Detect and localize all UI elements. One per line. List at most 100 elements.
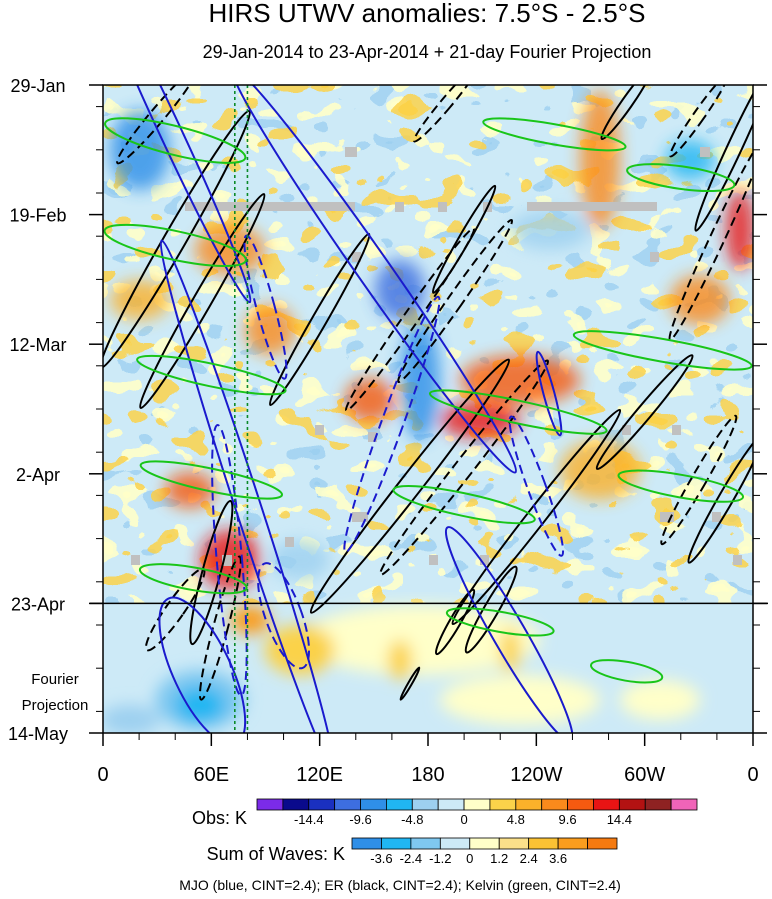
chart-title: HIRS UTWV anomalies: 7.5°S - 2.5°S [209,0,646,28]
er-contour-0 [103,109,251,369]
waves-colorbar-swatch-5 [498,837,530,850]
kelvin-contour-7 [392,485,536,525]
projection-label-line1: Fourier [31,671,79,688]
x-tick-label-2: 120E [296,764,343,786]
wave-contours [103,85,753,733]
kelvin-contour-9 [626,163,736,193]
kelvin-contour-0 [104,117,247,164]
kelvin-contour-12 [590,659,664,684]
y-tick-label-3: 2-Apr [16,465,60,485]
axes: 29-Jan 19-Feb 12-Mar 2-Apr 23-Apr 14-May 0 60E 1… [8,76,767,786]
kelvin-contour-3 [139,460,284,500]
er-contour-18 [464,565,518,654]
x-tick-label-3: 180 [411,764,444,786]
y-tick-label-0: 29-Jan [10,76,65,96]
waves-colorbar-tick-label-0: -3.6 [370,851,392,866]
mjo-contour-3 [343,295,441,554]
obs-colorbar-swatch-3 [334,798,361,811]
er-contour-22 [413,85,480,143]
er-contour-13 [669,85,729,158]
obs-colorbar-tick-label-3: 0 [460,812,467,827]
waves-colorbar-tick-label-3: 0 [466,851,473,866]
waves-colorbar-label: Sum of Waves: K [207,844,345,864]
mjo-contour-1 [230,85,518,474]
obs-colorbar-tick-label-5: 9.6 [559,812,577,827]
waves-colorbar-swatch-1 [381,837,412,850]
waves-colorbar-tick-label-2: -1.2 [429,851,451,866]
mjo-contour-8 [535,350,563,437]
mjo-contour-9 [158,596,247,733]
kelvin-contour-5 [428,389,608,435]
obs-colorbar-label: Obs: K [192,808,247,828]
obs-colorbar-swatch-4 [360,798,387,811]
er-contour-4 [397,219,514,383]
obs-colorbar-swatch-10 [515,798,543,811]
mjo-contour-10 [257,562,311,670]
kelvin-contour-11 [445,607,555,637]
er-contour-21 [116,85,199,165]
mjo-contour-4 [211,423,248,697]
obs-colorbar-tick-label-6: 14.4 [607,812,632,827]
waves-colorbar-tick-label-5: 2.4 [520,851,538,866]
waves-colorbar-swatch-8 [587,837,618,850]
waves-colorbar: Sum of Waves: K -3.6 -2.4 -1.2 0 1.2 2.4 3.6 [207,837,618,866]
obs-colorbar-swatch-0 [256,798,284,811]
kelvin-contour-4 [138,563,248,595]
er-contour-14 [600,85,653,141]
er-contour-20 [431,184,497,294]
mjo-contour-6 [444,526,574,733]
waves-colorbar-swatch-4 [469,837,500,850]
obs-colorbar-tick-label-4: 4.8 [507,812,525,827]
mjo-contour-2 [159,239,336,733]
waves-colorbar-swatch-0 [351,837,382,850]
waves-colorbar-swatch-7 [557,837,588,850]
kelvin-contour-10 [482,117,627,152]
obs-colorbar-swatch-11 [541,798,568,811]
mjo-contour-5 [243,234,288,380]
x-tick-label-6: 0 [747,764,758,786]
y-tick-label-5: 14-May [8,724,68,744]
y-tick-label-1: 19-Feb [9,206,66,226]
obs-colorbar-swatch-1 [282,798,310,811]
obs-colorbar-swatch-8 [463,798,491,811]
projection-field [103,604,753,733]
obs-colorbar: Obs: K -14.4 -9.6 -4.8 0 4.8 9.6 14.4 [192,798,698,828]
er-contour-16 [198,555,242,701]
er-contour-3 [344,227,475,412]
waves-colorbar-swatch-3 [439,837,471,850]
obs-colorbar-swatch-2 [308,798,336,811]
y-tick-label-2: 12-Mar [9,335,66,355]
obs-colorbar-tick-label-2: -4.8 [401,812,423,827]
x-tick-label-0: 0 [97,764,108,786]
kelvin-contour-2 [136,354,287,396]
waves-colorbar-swatch-2 [410,837,441,850]
kelvin-contour-8 [617,469,745,503]
er-contour-8 [595,354,694,471]
obs-colorbar-swatch-9 [489,798,517,811]
obs-colorbar-tick-label-1: -9.6 [349,812,371,827]
waves-colorbar-tick-label-1: -2.4 [400,851,422,866]
er-contour-6 [379,359,550,576]
reference-lines [234,85,249,733]
waves-colorbar-swatch-6 [528,837,559,850]
obs-colorbar-swatch-12 [567,798,594,811]
x-tick-label-5: 60W [624,764,665,786]
er-contour-1 [139,193,266,409]
waves-colorbar-tick-label-6: 3.6 [549,851,567,866]
contour-legend: MJO (blue, CINT=2.4); ER (black, CINT=2.… [179,877,621,893]
er-contour-23 [399,666,421,701]
obs-colorbar-swatch-15 [644,798,672,811]
er-contour-15 [189,499,234,646]
obs-colorbar-swatch-16 [670,798,698,811]
waves-colorbar-tick-label-4: 1.2 [490,851,508,866]
chart-subtitle: 29-Jan-2014 to 23-Apr-2014 + 21-day Four… [203,42,652,62]
er-contour-19 [434,588,476,656]
projection-label-line2: Projection [22,697,89,714]
obs-colorbar-swatch-14 [618,798,646,811]
x-tick-label-4: 120W [510,764,562,786]
obs-colorbar-tick-label-0: -14.4 [294,812,324,827]
x-tick-label-1: 60E [194,764,230,786]
obs-colorbar-swatch-6 [411,798,439,811]
obs-colorbar-swatch-5 [386,798,413,811]
